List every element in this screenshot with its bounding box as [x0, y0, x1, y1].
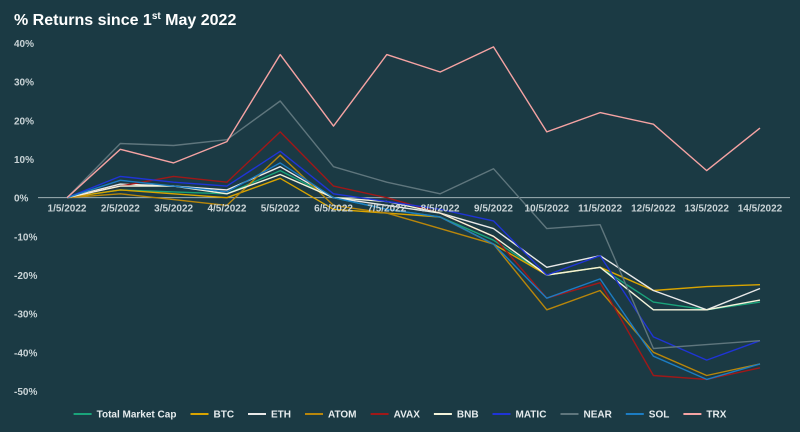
legend-item-total-market-cap[interactable]: Total Market Cap	[73, 410, 177, 421]
series-line-trx	[66, 46, 761, 199]
y-tick-label: 20%	[14, 116, 34, 127]
legend-item-btc[interactable]: BTC	[190, 410, 235, 421]
y-tick-label: -30%	[14, 310, 37, 321]
x-tick-label: 5/5/2022	[261, 204, 300, 215]
legend-item-atom[interactable]: ATOM	[305, 410, 357, 421]
x-tick-label: 2/5/2022	[101, 204, 140, 215]
x-axis: 1/5/2022 2/5/2022 3/5/2022 4/5/2022 5/5/2022…	[48, 204, 783, 215]
legend-item-trx[interactable]: TRX	[683, 410, 727, 421]
x-tick-label: 14/5/2022	[738, 204, 783, 215]
series-line-matic	[66, 150, 761, 361]
x-tick-label: 1/5/2022	[48, 204, 87, 215]
series-line-total-market-cap	[66, 169, 761, 311]
x-tick-label: 11/5/2022	[578, 204, 622, 215]
legend: Total Market Cap BTC ETH ATOM AVAX BNB MATIC NE…	[73, 410, 727, 421]
legend-item-eth[interactable]: ETH	[248, 410, 291, 421]
y-tick-label: -40%	[14, 348, 37, 359]
x-tick-label: 12/5/2022	[631, 204, 676, 215]
legend-label: BNB	[457, 410, 479, 421]
legend-label: AVAX	[394, 410, 421, 421]
legend-item-sol[interactable]: SOL	[625, 410, 670, 421]
series-line-avax	[66, 131, 761, 381]
x-tick-label: 9/5/2022	[474, 204, 513, 215]
legend-label: MATIC	[516, 410, 547, 421]
legend-item-near[interactable]: NEAR	[560, 410, 613, 421]
legend-item-bnb[interactable]: BNB	[433, 410, 479, 421]
legend-label: ETH	[271, 410, 291, 421]
legend-label: NEAR	[584, 410, 613, 421]
x-tick-label: 3/5/2022	[154, 204, 193, 215]
y-tick-label: 10%	[14, 155, 34, 166]
x-tick-label: 8/5/2022	[421, 204, 460, 215]
y-tick-label: -10%	[14, 232, 37, 243]
series-line-btc	[66, 177, 761, 292]
y-tick-label: 0%	[14, 194, 29, 205]
series-line-bnb	[66, 173, 761, 311]
x-tick-label: 13/5/2022	[684, 204, 729, 215]
legend-label: Total Market Cap	[97, 410, 177, 421]
legend-label: ATOM	[328, 410, 357, 421]
series-line-near	[66, 100, 761, 350]
legend-label: BTC	[214, 410, 235, 421]
series-line-sol	[66, 162, 761, 381]
y-tick-label: 40%	[14, 39, 34, 50]
legend-item-matic[interactable]: MATIC	[492, 410, 547, 421]
legend-label: SOL	[649, 410, 670, 421]
plot-area	[38, 46, 790, 381]
y-tick-label: -20%	[14, 271, 37, 282]
x-tick-label: 4/5/2022	[207, 204, 246, 215]
chart-title: % Returns since 1st May 2022	[14, 11, 236, 29]
legend-label: TRX	[706, 410, 726, 421]
y-tick-label: 30%	[14, 78, 34, 89]
x-tick-label: 10/5/2022	[525, 204, 570, 215]
series-line-atom	[66, 154, 761, 377]
legend-item-avax[interactable]: AVAX	[370, 410, 421, 421]
x-tick-label: 7/5/2022	[367, 204, 406, 215]
y-tick-label: -50%	[14, 387, 37, 398]
x-tick-label: 6/5/2022	[314, 204, 353, 215]
y-axis: 40% 30% 20% 10% 0% -10% -20% -30% -40% -50%	[14, 39, 37, 398]
